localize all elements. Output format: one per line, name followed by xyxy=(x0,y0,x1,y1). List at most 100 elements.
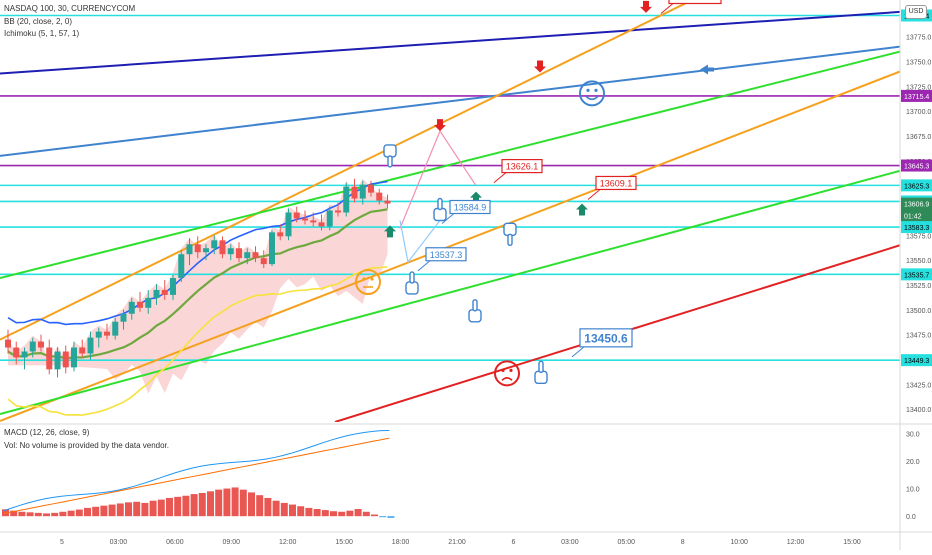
candle-body xyxy=(368,184,374,193)
candle-body xyxy=(38,341,44,348)
time-tick-label: 03:00 xyxy=(561,539,579,546)
candle-body xyxy=(302,218,308,221)
macd-histogram-bar xyxy=(379,516,387,518)
time-tick-label: 5 xyxy=(60,539,64,546)
macd-histogram-bar xyxy=(231,487,239,517)
face-outline xyxy=(579,80,605,107)
candle-body xyxy=(293,212,300,219)
bollinger-lower xyxy=(7,265,388,416)
face-eye xyxy=(362,277,366,281)
hand-finger xyxy=(409,271,415,284)
macd-histogram-bar xyxy=(116,503,124,517)
macd-histogram-bar xyxy=(207,491,214,517)
candle-body xyxy=(203,248,209,253)
price-badge xyxy=(901,209,932,222)
candle-body xyxy=(318,222,325,227)
time-tick-label: 09:00 xyxy=(223,539,241,546)
candle-body xyxy=(244,252,251,259)
price-badge-label: 13625.3 xyxy=(904,183,929,190)
callout-label: 13584.9 xyxy=(454,202,487,212)
price-badge-label: 13606.9 xyxy=(904,202,929,209)
macd-histogram-bar xyxy=(67,510,75,517)
trend-line xyxy=(0,70,900,422)
face-eye xyxy=(370,277,374,281)
candle-body xyxy=(5,339,11,348)
candle-body xyxy=(343,186,350,213)
macd-histogram-bar xyxy=(338,511,346,517)
candle-body xyxy=(13,347,20,358)
neutral-face-icon xyxy=(355,268,381,295)
callout-label: 13450.6 xyxy=(584,331,628,345)
time-tick-label: 15:00 xyxy=(843,539,861,546)
callout-box xyxy=(579,328,633,348)
price-tick-label: 13475.0 xyxy=(906,333,931,340)
macd-histogram-bar xyxy=(34,512,42,517)
candle-body xyxy=(260,258,267,265)
macd-histogram-bar xyxy=(313,509,321,517)
candle-body xyxy=(161,289,168,295)
candle-body xyxy=(79,347,86,354)
happy-face-icon xyxy=(579,80,605,107)
macd-tick-label: 0.0 xyxy=(906,514,916,521)
macd-histogram-bar xyxy=(198,492,206,517)
candle-body xyxy=(137,301,143,308)
time-tick-label: 03:00 xyxy=(110,539,128,546)
time-tick-label: 18:00 xyxy=(392,539,410,546)
hand-pointer-icon xyxy=(468,299,482,323)
candle-body xyxy=(104,331,110,336)
callout-box xyxy=(449,199,491,215)
hand-finger xyxy=(387,155,393,168)
candle-body xyxy=(178,254,185,279)
currency-button[interactable]: USD xyxy=(905,5,927,19)
price-tick-label: 13725.0 xyxy=(906,84,931,91)
hand-pointer-icon xyxy=(405,271,419,295)
macd-histogram-bar xyxy=(84,507,91,517)
time-tick-label: 8 xyxy=(681,539,685,546)
candle-body xyxy=(186,244,193,255)
candle-body xyxy=(120,313,127,322)
candle-body xyxy=(335,210,341,213)
macd-histogram-bar xyxy=(182,495,190,517)
hand-palm xyxy=(405,281,419,295)
candle-body xyxy=(326,210,333,227)
hand-palm xyxy=(433,207,447,222)
hand-pointer-icon xyxy=(534,360,548,385)
candle-body xyxy=(71,347,77,368)
price-tick-label: 13575.0 xyxy=(906,233,931,240)
macd-tick-label: 10.0 xyxy=(906,487,920,494)
trend-line xyxy=(0,50,900,279)
callout-pointer xyxy=(660,3,674,14)
face-mouth xyxy=(585,95,599,101)
price-badge-label: 13583.3 xyxy=(904,225,929,232)
candle-body xyxy=(376,192,383,201)
price-tick-label: 13675.0 xyxy=(906,134,931,141)
macd-histogram-bar xyxy=(18,511,26,517)
candle-body xyxy=(310,220,317,223)
face-outline xyxy=(355,268,381,295)
price-badge xyxy=(901,354,932,367)
ichimoku-cloud xyxy=(8,178,388,394)
macd-histogram-bar xyxy=(108,504,116,517)
callout-pointer xyxy=(441,213,455,224)
macd-histogram-bar xyxy=(59,511,67,517)
price-badge-label: 13645.3 xyxy=(904,164,929,171)
candle-body xyxy=(194,244,201,253)
hand-finger xyxy=(472,299,478,312)
macd-histogram-bar xyxy=(166,497,173,517)
face-mouth xyxy=(501,377,513,381)
macd-legend: MACD (12, 26, close, 9) xyxy=(4,428,90,437)
candle-body xyxy=(285,212,292,237)
macd-histogram-bar xyxy=(305,507,313,517)
candle-body xyxy=(29,341,36,352)
macd-histogram-bar xyxy=(10,510,18,517)
macd-histogram-bar xyxy=(190,494,198,517)
callout-pointer xyxy=(587,189,601,200)
price-badge xyxy=(901,221,932,234)
macd-histogram-bar xyxy=(346,510,354,517)
down-arrow-icon xyxy=(434,119,446,132)
callout-label: 13609.1 xyxy=(600,178,633,188)
up-arrow-icon xyxy=(576,203,588,216)
price-tick-label: 13750.0 xyxy=(906,60,931,67)
candle-body xyxy=(211,240,218,249)
